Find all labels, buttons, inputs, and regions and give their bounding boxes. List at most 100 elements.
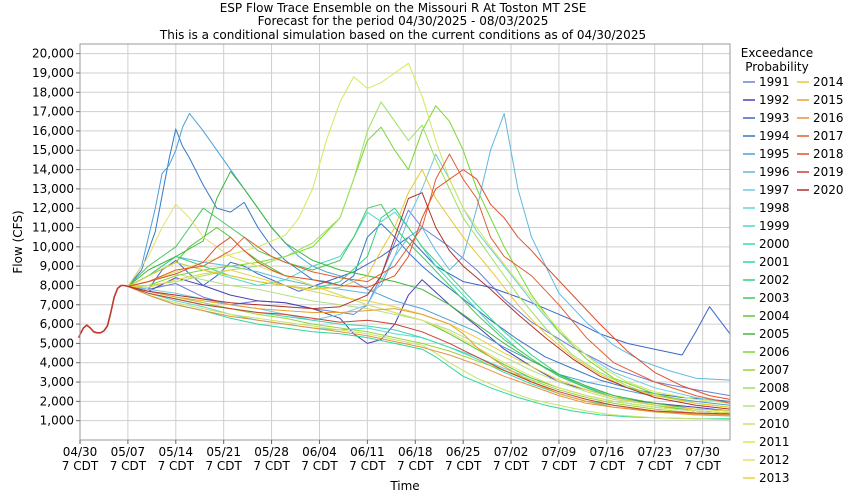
legend-label-2005: 2005 — [759, 327, 790, 341]
legend-label-2001: 2001 — [759, 255, 790, 269]
y-tick-label: 1,000 — [40, 414, 74, 428]
legend-label-2008: 2008 — [759, 381, 790, 395]
legend-label-1999: 1999 — [759, 219, 790, 233]
x-tick-label: 05/07 — [111, 445, 146, 459]
y-axis: 1,000 2,000 3,000 4,000 5,000 6,000 7,000 8,000… — [32, 47, 80, 428]
y-tick-label: 8,000 — [40, 278, 74, 292]
x-axis-label: Time — [389, 479, 419, 493]
series-layer — [77, 62, 731, 421]
x-tick-label: 06/25 — [446, 445, 481, 459]
legend-label-2015: 2015 — [813, 93, 844, 107]
legend-label-1992: 1992 — [759, 93, 790, 107]
series-line-2011 — [127, 62, 731, 404]
y-tick-label: 14,000 — [32, 163, 74, 177]
y-tick-label: 2,000 — [40, 394, 74, 408]
y-tick-label: 9,000 — [40, 259, 74, 273]
y-tick-label: 5,000 — [40, 336, 74, 350]
chart-title-line-1: ESP Flow Trace Ensemble on the Missouri … — [220, 1, 587, 15]
y-tick-label: 6,000 — [40, 317, 74, 331]
series-line-2015 — [127, 285, 731, 417]
legend-label-1998: 1998 — [759, 201, 790, 215]
series-line-2008 — [127, 101, 731, 408]
legend-label-2017: 2017 — [813, 129, 844, 143]
x-tick-label: 04/30 — [63, 445, 98, 459]
legend-label-1997: 1997 — [759, 183, 790, 197]
x-tick-label: 06/11 — [350, 445, 385, 459]
y-tick-label: 17,000 — [32, 105, 74, 119]
x-tick-sublabel: 7 CDT — [253, 459, 290, 473]
series-line-2001 — [127, 285, 730, 420]
legend-label-2016: 2016 — [813, 111, 844, 125]
x-tick-label: 07/02 — [494, 445, 529, 459]
chart-title: ESP Flow Trace Ensemble on the Missouri … — [159, 1, 646, 42]
y-tick-label: 16,000 — [32, 124, 74, 138]
x-tick-sublabel: 7 CDT — [205, 459, 242, 473]
legend-label-2009: 2009 — [759, 399, 790, 413]
legend-label-2000: 2000 — [759, 237, 790, 251]
x-tick-sublabel: 7 CDT — [589, 459, 626, 473]
legend-label-2020: 2020 — [813, 183, 844, 197]
x-tick-label: 07/30 — [685, 445, 720, 459]
series-line-2020 — [127, 192, 731, 410]
x-tick-sublabel: 7 CDT — [493, 459, 530, 473]
x-tick-sublabel: 7 CDT — [541, 459, 578, 473]
x-tick-sublabel: 7 CDT — [349, 459, 386, 473]
y-tick-label: 10,000 — [32, 240, 74, 254]
chart-title-line-2: Forecast for the period 04/30/2025 - 08/… — [258, 14, 549, 28]
legend-label-2014: 2014 — [813, 75, 844, 89]
legend-label-1994: 1994 — [759, 129, 790, 143]
x-tick-sublabel: 7 CDT — [445, 459, 482, 473]
y-tick-label: 12,000 — [32, 201, 74, 215]
legend-label-1993: 1993 — [759, 111, 790, 125]
series-line-2018 — [127, 169, 731, 400]
y-tick-label: 18,000 — [32, 85, 74, 99]
series-line-2014 — [127, 169, 731, 408]
legend-label-1995: 1995 — [759, 147, 790, 161]
y-tick-label: 15,000 — [32, 143, 74, 157]
legend-label-2007: 2007 — [759, 363, 790, 377]
series-line-2019 — [127, 285, 731, 415]
plot-frame — [79, 43, 731, 441]
legend-title-line-1: Exceedance — [741, 46, 813, 60]
legend-label-2013: 2013 — [759, 471, 790, 485]
series-line-1999 — [127, 211, 731, 412]
x-tick-label: 07/09 — [542, 445, 577, 459]
x-tick-label: 05/28 — [254, 445, 289, 459]
x-tick-label: 06/18 — [398, 445, 433, 459]
x-tick-sublabel: 7 CDT — [110, 459, 147, 473]
series-line-1993 — [127, 236, 731, 356]
observed-line — [77, 284, 129, 338]
x-tick-label: 05/21 — [206, 445, 241, 459]
legend-title-line-2: Probability — [745, 60, 808, 74]
y-tick-label: 4,000 — [40, 356, 74, 370]
y-tick-label: 11,000 — [32, 221, 74, 235]
y-tick-label: 19,000 — [32, 66, 74, 80]
chart-title-line-3: This is a conditional simulation based o… — [159, 28, 646, 42]
series-line-2012 — [127, 203, 731, 414]
legend-label-2010: 2010 — [759, 417, 790, 431]
legend-label-2004: 2004 — [759, 309, 790, 323]
legend-label-2003: 2003 — [759, 291, 790, 305]
x-tick-sublabel: 7 CDT — [637, 459, 674, 473]
legend-label-1991: 1991 — [759, 75, 790, 89]
x-tick-sublabel: 7 CDT — [397, 459, 434, 473]
x-tick-label: 07/23 — [637, 445, 672, 459]
x-tick-sublabel: 7 CDT — [62, 459, 99, 473]
series-line-2007 — [127, 285, 731, 416]
series-line-2006 — [127, 105, 731, 408]
legend-label-1996: 1996 — [759, 165, 790, 179]
x-tick-label: 07/16 — [590, 445, 625, 459]
y-tick-label: 3,000 — [40, 375, 74, 389]
legend-label-2012: 2012 — [759, 453, 790, 467]
series-line-1994 — [127, 128, 731, 402]
legend-label-2019: 2019 — [813, 165, 844, 179]
y-tick-label: 20,000 — [32, 47, 74, 61]
x-tick-label: 05/14 — [158, 445, 193, 459]
series-line-2009 — [127, 273, 731, 412]
x-tick-label: 06/04 — [302, 445, 337, 459]
x-tick-sublabel: 7 CDT — [301, 459, 338, 473]
legend-label-2018: 2018 — [813, 147, 844, 161]
legend: Exceedance Probability 1991 1992 1993 1994 1… — [741, 46, 844, 485]
